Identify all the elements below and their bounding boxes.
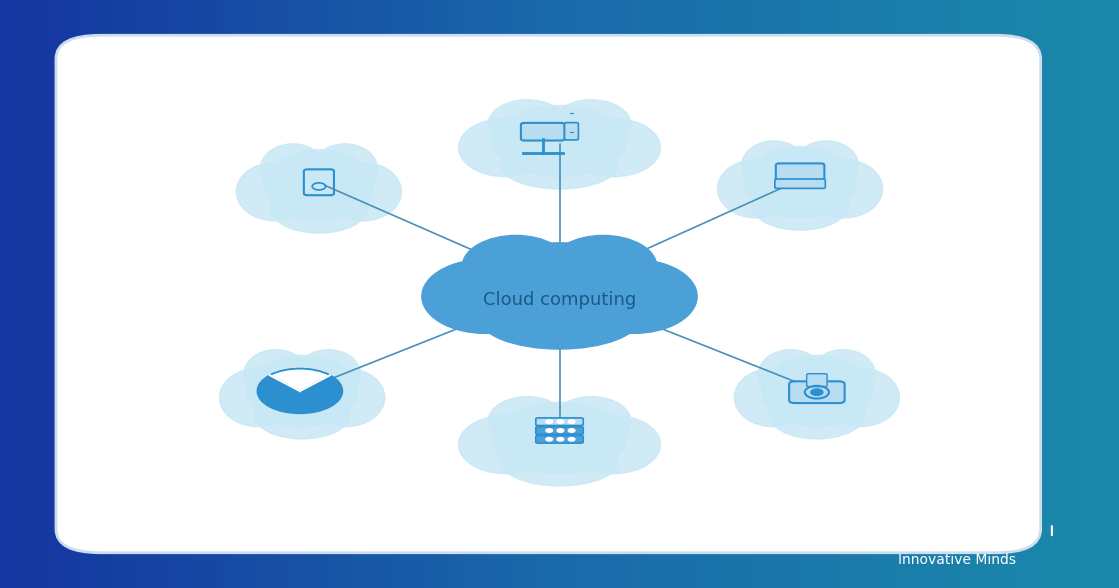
FancyBboxPatch shape: [56, 35, 1041, 553]
Ellipse shape: [822, 368, 900, 427]
Ellipse shape: [769, 390, 865, 439]
Ellipse shape: [459, 119, 552, 177]
FancyBboxPatch shape: [564, 123, 579, 140]
Ellipse shape: [244, 350, 308, 399]
Circle shape: [557, 437, 564, 441]
Ellipse shape: [219, 368, 297, 427]
Ellipse shape: [500, 140, 619, 189]
Ellipse shape: [462, 235, 570, 298]
Text: Cloud computing: Cloud computing: [483, 291, 636, 309]
Circle shape: [557, 429, 564, 432]
Text: Innovative Minds: Innovative Minds: [897, 553, 1016, 567]
Ellipse shape: [459, 416, 552, 474]
Circle shape: [557, 420, 564, 423]
Ellipse shape: [488, 100, 567, 149]
Ellipse shape: [422, 259, 549, 333]
Ellipse shape: [246, 355, 357, 427]
FancyBboxPatch shape: [774, 179, 826, 188]
Circle shape: [568, 420, 575, 423]
Ellipse shape: [806, 160, 883, 218]
Ellipse shape: [313, 144, 377, 193]
FancyBboxPatch shape: [775, 163, 825, 182]
Ellipse shape: [552, 100, 631, 149]
Ellipse shape: [308, 368, 385, 427]
Circle shape: [546, 429, 553, 432]
Ellipse shape: [734, 368, 811, 427]
Circle shape: [568, 429, 575, 432]
Wedge shape: [270, 369, 330, 391]
Ellipse shape: [325, 163, 402, 221]
Ellipse shape: [761, 355, 873, 427]
Ellipse shape: [500, 437, 619, 486]
Ellipse shape: [742, 141, 806, 190]
Ellipse shape: [552, 397, 631, 446]
Ellipse shape: [271, 184, 367, 233]
Text: ASSIST: ASSIST: [885, 515, 1028, 549]
Circle shape: [546, 420, 553, 423]
Ellipse shape: [811, 350, 875, 399]
Ellipse shape: [567, 416, 660, 474]
Ellipse shape: [759, 350, 822, 399]
FancyBboxPatch shape: [807, 374, 827, 387]
Wedge shape: [257, 369, 342, 413]
Ellipse shape: [467, 243, 651, 333]
Ellipse shape: [254, 390, 350, 439]
FancyBboxPatch shape: [520, 123, 564, 141]
Circle shape: [811, 389, 822, 395]
FancyBboxPatch shape: [789, 382, 845, 403]
Ellipse shape: [492, 403, 627, 474]
Ellipse shape: [236, 163, 313, 221]
Ellipse shape: [479, 286, 640, 349]
Ellipse shape: [549, 235, 657, 298]
Ellipse shape: [567, 119, 660, 177]
Circle shape: [568, 437, 575, 441]
Ellipse shape: [488, 397, 567, 446]
Ellipse shape: [570, 259, 697, 333]
Ellipse shape: [264, 150, 374, 221]
Ellipse shape: [297, 350, 360, 399]
Ellipse shape: [745, 147, 855, 218]
Ellipse shape: [794, 141, 858, 190]
FancyBboxPatch shape: [536, 418, 583, 426]
FancyBboxPatch shape: [536, 427, 583, 435]
Ellipse shape: [752, 181, 848, 230]
FancyBboxPatch shape: [536, 436, 583, 443]
Ellipse shape: [717, 160, 794, 218]
Ellipse shape: [261, 144, 325, 193]
Circle shape: [546, 437, 553, 441]
Ellipse shape: [492, 106, 627, 177]
